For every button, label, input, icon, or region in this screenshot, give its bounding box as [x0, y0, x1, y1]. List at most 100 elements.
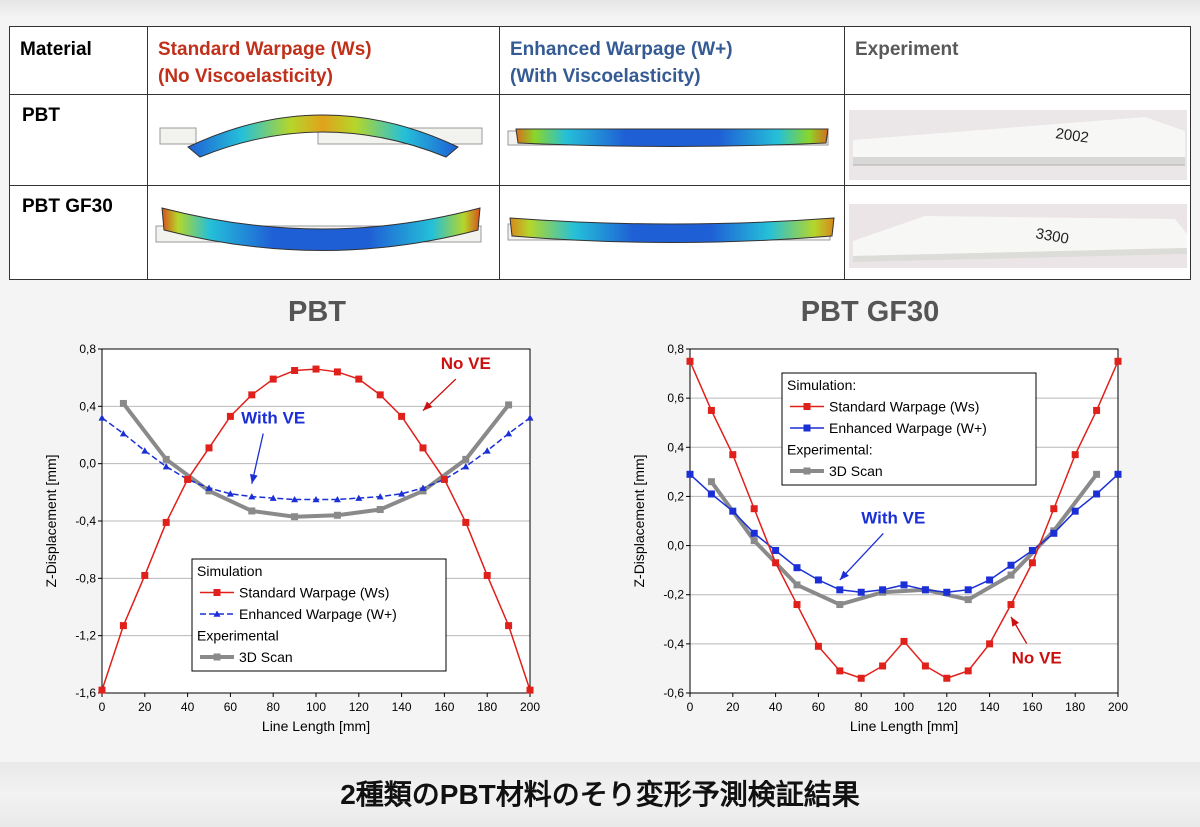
- data-point: [986, 576, 994, 584]
- plot-frame: [101, 348, 531, 694]
- data-point: [376, 391, 384, 399]
- data-point: [814, 642, 822, 650]
- data-point: [750, 537, 758, 545]
- data-point: [943, 674, 951, 682]
- data-point: [269, 375, 277, 383]
- x-tick-label: 0: [99, 700, 106, 714]
- annotation-arrow: [839, 533, 884, 581]
- header-enhanced-line2: (With Viscoelasticity): [510, 66, 701, 87]
- data-point: [526, 414, 534, 421]
- legend-box: [191, 558, 447, 672]
- data-point: [964, 667, 972, 675]
- data-point: [857, 588, 865, 596]
- data-point: [483, 447, 491, 454]
- y-tick-label: -0,2: [663, 588, 684, 602]
- x-tick-label: 120: [937, 700, 957, 714]
- annotation-arrowhead: [839, 570, 849, 580]
- x-tick-label: 40: [769, 700, 783, 714]
- header-material-label: Material: [20, 39, 92, 60]
- data-point: [248, 391, 256, 399]
- data-point: [291, 513, 299, 521]
- legend-group-label: Experimental: [197, 628, 279, 644]
- data-point: [1071, 451, 1079, 459]
- legend-box: [781, 372, 1037, 486]
- data-point: [483, 571, 491, 579]
- x-tick-label: 100: [306, 700, 326, 714]
- data-point: [1007, 561, 1015, 569]
- data-point: [921, 586, 929, 594]
- x-tick-label: 60: [812, 700, 826, 714]
- data-point: [964, 596, 972, 604]
- data-point: [398, 490, 406, 497]
- data-point: [857, 674, 865, 682]
- chart-title-pbt-gf30: PBT GF30: [800, 296, 940, 328]
- header-material: Material: [9, 26, 148, 95]
- annotation-arrowhead: [250, 473, 258, 484]
- header-enhanced-line1: Enhanced Warpage (W+): [510, 39, 733, 60]
- pbt-gf30-standard-warpage-render: [155, 207, 482, 251]
- x-tick-label: 200: [1108, 700, 1128, 714]
- data-point: [248, 493, 256, 500]
- data-point: [900, 581, 908, 589]
- data-point: [1114, 357, 1122, 365]
- x-tick-label: 140: [392, 700, 412, 714]
- header-experiment-label: Experiment: [855, 39, 959, 60]
- x-tick-label: 80: [855, 700, 869, 714]
- x-tick-label: 200: [520, 700, 540, 714]
- data-point: [836, 601, 844, 609]
- header-standard-line2: (No Viscoelasticity): [158, 66, 333, 87]
- y-tick-label: 0,6: [667, 391, 684, 405]
- data-point: [376, 493, 384, 500]
- caption-band: 2種類のPBT材料のそり変形予測検証結果: [0, 762, 1200, 827]
- data-point: [505, 401, 513, 409]
- x-axis-label: Line Length [mm]: [850, 718, 958, 734]
- legend-entry-label: Enhanced Warpage (W+): [829, 420, 987, 436]
- data-point: [226, 412, 234, 420]
- table-row: PBT GF30: [9, 185, 1191, 280]
- data-point: [707, 478, 715, 486]
- y-tick-label: -0,6: [663, 686, 684, 700]
- header-enhanced: Enhanced Warpage (W+) (With Viscoelastic…: [499, 26, 845, 95]
- data-point: [1050, 529, 1058, 537]
- legend-group-label: Simulation:: [787, 377, 856, 393]
- annotation-arrowhead: [1011, 616, 1020, 627]
- data-point: [291, 367, 299, 374]
- data-point: [900, 637, 908, 645]
- series-line: [121, 402, 511, 519]
- x-tick-label: 160: [1022, 700, 1042, 714]
- annotation-label: No VE: [1012, 649, 1062, 668]
- x-tick-label: 20: [726, 700, 740, 714]
- legend-entry-label: Standard Warpage (Ws): [829, 399, 979, 415]
- y-tick-label: 0,0: [79, 457, 96, 471]
- data-point: [1093, 490, 1101, 498]
- data-point: [1050, 505, 1058, 513]
- legend-marker: [213, 610, 221, 617]
- y-tick-label: -0,8: [75, 571, 96, 585]
- data-point: [921, 662, 929, 670]
- data-point: [686, 470, 694, 478]
- chart-pbt: -1,6 -1,2 -0,8 -0,4 0,0 0,4 0,8 0 20 40 60 80 100 120…: [43, 342, 540, 734]
- data-point: [398, 412, 406, 420]
- table-row: PBT: [9, 94, 1191, 186]
- data-point: [205, 484, 213, 491]
- legend-group-label: Experimental:: [787, 442, 873, 458]
- data-point: [750, 529, 758, 537]
- y-tick-label: 0,8: [667, 342, 684, 356]
- comparison-table: Material Standard Warpage (Ws) (No Visco…: [9, 26, 1191, 280]
- data-point: [355, 494, 363, 501]
- data-point: [462, 463, 470, 470]
- table-header-row: Material Standard Warpage (Ws) (No Visco…: [9, 26, 1191, 95]
- y-tick-label: 0,4: [79, 399, 96, 413]
- data-point: [964, 586, 972, 594]
- data-point: [793, 564, 801, 572]
- data-point: [707, 490, 715, 498]
- data-point: [119, 430, 127, 437]
- x-tick-label: 140: [980, 700, 1000, 714]
- legend-marker: [213, 589, 221, 596]
- y-axis-label: Z-Displacement [mm]: [631, 454, 647, 587]
- data-point: [526, 686, 534, 694]
- x-tick-label: 80: [267, 700, 281, 714]
- plot-frame: [689, 348, 1119, 694]
- data-point: [686, 357, 694, 365]
- data-point: [419, 444, 427, 452]
